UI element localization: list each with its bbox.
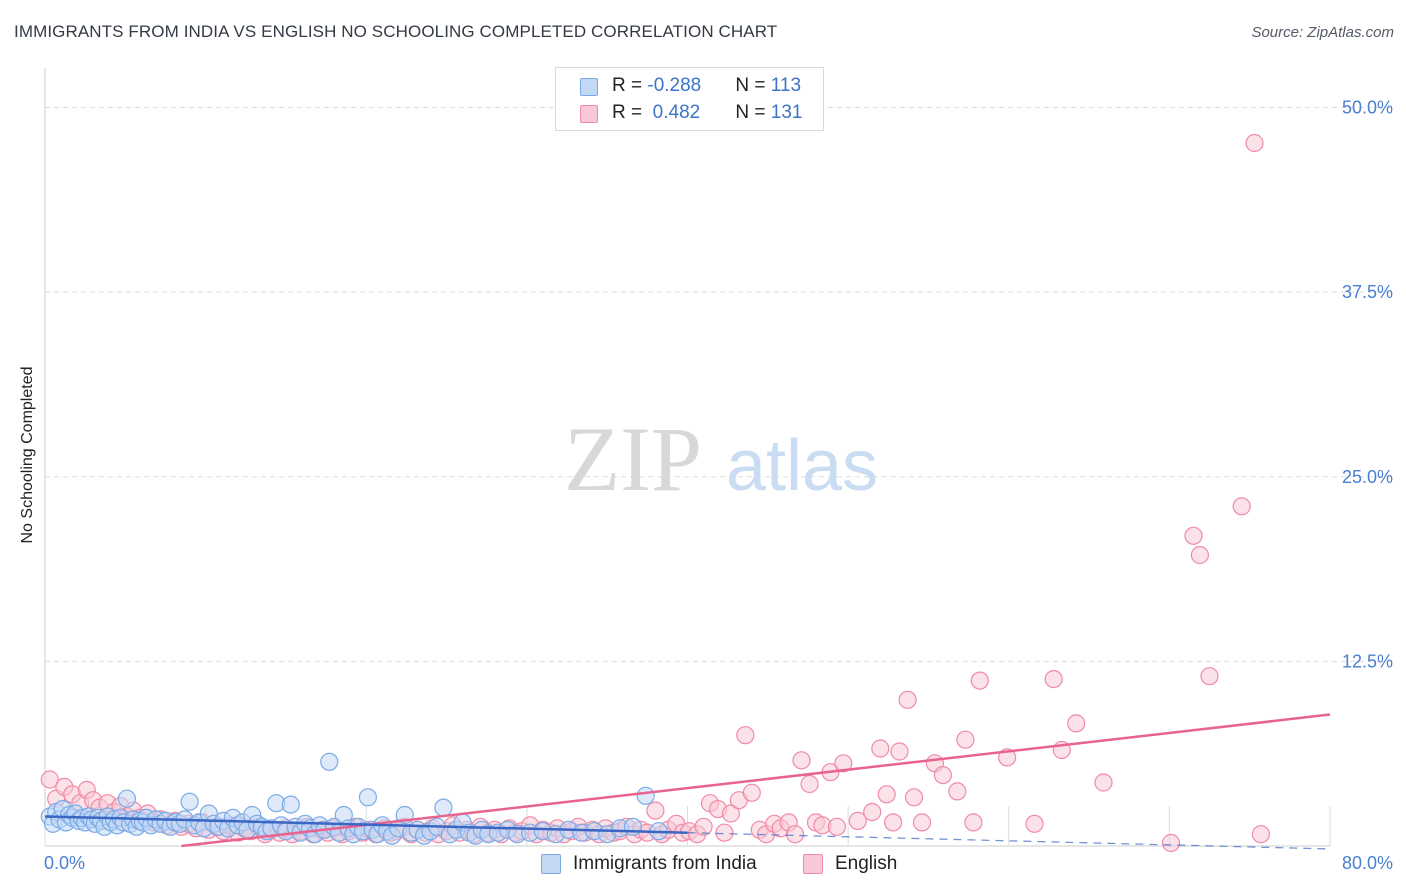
english-point-140 — [1232, 497, 1251, 516]
english-point-137 — [1184, 526, 1203, 545]
english-point-118 — [877, 785, 896, 804]
india-point-60 — [281, 795, 300, 814]
india-point-109 — [636, 786, 655, 805]
source-label: Source: ZipAtlas.com — [1251, 24, 1394, 41]
pink-r-value: 0.482 — [647, 102, 701, 123]
english-point-127 — [956, 730, 975, 749]
india-trend-line — [44, 815, 688, 834]
india-trend-extension — [687, 832, 1331, 850]
english-point-117 — [871, 739, 890, 758]
chart-title: IMMIGRANTS FROM INDIA VS ENGLISH NO SCHO… — [14, 22, 778, 41]
english-point-128 — [964, 813, 983, 832]
trend-lines — [44, 713, 1331, 850]
english-point-142 — [1251, 825, 1271, 844]
y-tick-label-3: 50.0% — [1342, 98, 1393, 118]
english-point-94 — [694, 817, 713, 836]
india-point-24 — [117, 789, 137, 808]
english-point-141 — [1245, 133, 1264, 153]
x-tick-label-min: 0.0% — [44, 853, 85, 873]
y-tick-label-1: 25.0% — [1342, 467, 1393, 487]
legend-item-india: Immigrants from India — [541, 852, 757, 876]
english-point-107 — [785, 825, 805, 844]
english-point-139 — [1200, 667, 1219, 686]
english-point-113 — [827, 817, 847, 836]
english-point-114 — [834, 754, 853, 773]
pink-r-label: R = — [612, 102, 648, 123]
english-point-115 — [848, 811, 867, 831]
pink-swatch — [580, 105, 598, 123]
english-point-126 — [948, 782, 967, 801]
english-point-123 — [912, 813, 932, 832]
english-point-134 — [1067, 714, 1086, 733]
legend-item-english: English — [803, 852, 897, 876]
english-point-122 — [904, 788, 924, 807]
english-point-135 — [1094, 773, 1113, 792]
english-point-101 — [742, 783, 761, 802]
india-point-68 — [320, 752, 339, 771]
english-point-121 — [898, 690, 917, 709]
india-point-89 — [434, 798, 453, 817]
english-point-108 — [792, 751, 811, 770]
watermark-zip: ZIP — [564, 408, 702, 510]
india-point-76 — [358, 788, 377, 807]
blue-r-value: -0.288 — [647, 75, 702, 96]
y-tick-label-2: 37.5% — [1342, 282, 1393, 302]
x-tick-label-max: 80.0% — [1342, 853, 1393, 873]
pink-stat-row: R = 0.482 N = 131 — [612, 101, 802, 125]
y-tick-label-0: 12.5% — [1342, 651, 1393, 671]
correlation-legend-box: R = -0.288 N = 113 R = 0.482 N = 131 — [555, 67, 824, 131]
english-point-132 — [1044, 669, 1063, 689]
grid-lines — [45, 107, 1395, 662]
english-point-98 — [721, 804, 741, 823]
watermark: ZIP atlas — [564, 408, 878, 510]
legend-swatch-english — [803, 854, 823, 874]
blue-swatch — [580, 78, 598, 96]
english-point-131 — [1025, 814, 1044, 833]
english-point-138 — [1190, 545, 1210, 565]
english-point-125 — [933, 765, 953, 785]
english-point-97 — [715, 823, 734, 842]
blue-r-label: R = — [612, 75, 648, 96]
india-point-108 — [623, 817, 643, 836]
tick-labels: 12.5% 25.0% 37.5% 50.0% 0.0% 80.0% — [44, 98, 1393, 873]
blue-n-value: 113 — [770, 75, 802, 96]
pink-n-value: 131 — [770, 102, 803, 123]
india-point-39 — [180, 792, 199, 811]
english-point-120 — [890, 742, 909, 761]
english-point-136 — [1161, 833, 1181, 853]
legend-swatch-india — [541, 854, 561, 874]
blue-stat-row: R = -0.288 N = 113 — [612, 74, 801, 98]
pink-n-label: N = — [735, 102, 771, 123]
watermark-atlas: atlas — [726, 426, 878, 506]
english-point-129 — [970, 671, 989, 690]
english-point-0 — [40, 770, 59, 789]
legend-label-india: Immigrants from India — [573, 853, 757, 874]
english-point-116 — [863, 802, 882, 822]
english-point-119 — [883, 813, 903, 832]
legend-label-english: English — [835, 853, 898, 874]
english-point-87 — [646, 801, 665, 820]
english-point-109 — [800, 774, 819, 794]
english-point-100 — [736, 726, 755, 745]
blue-n-label: N = — [735, 75, 771, 96]
